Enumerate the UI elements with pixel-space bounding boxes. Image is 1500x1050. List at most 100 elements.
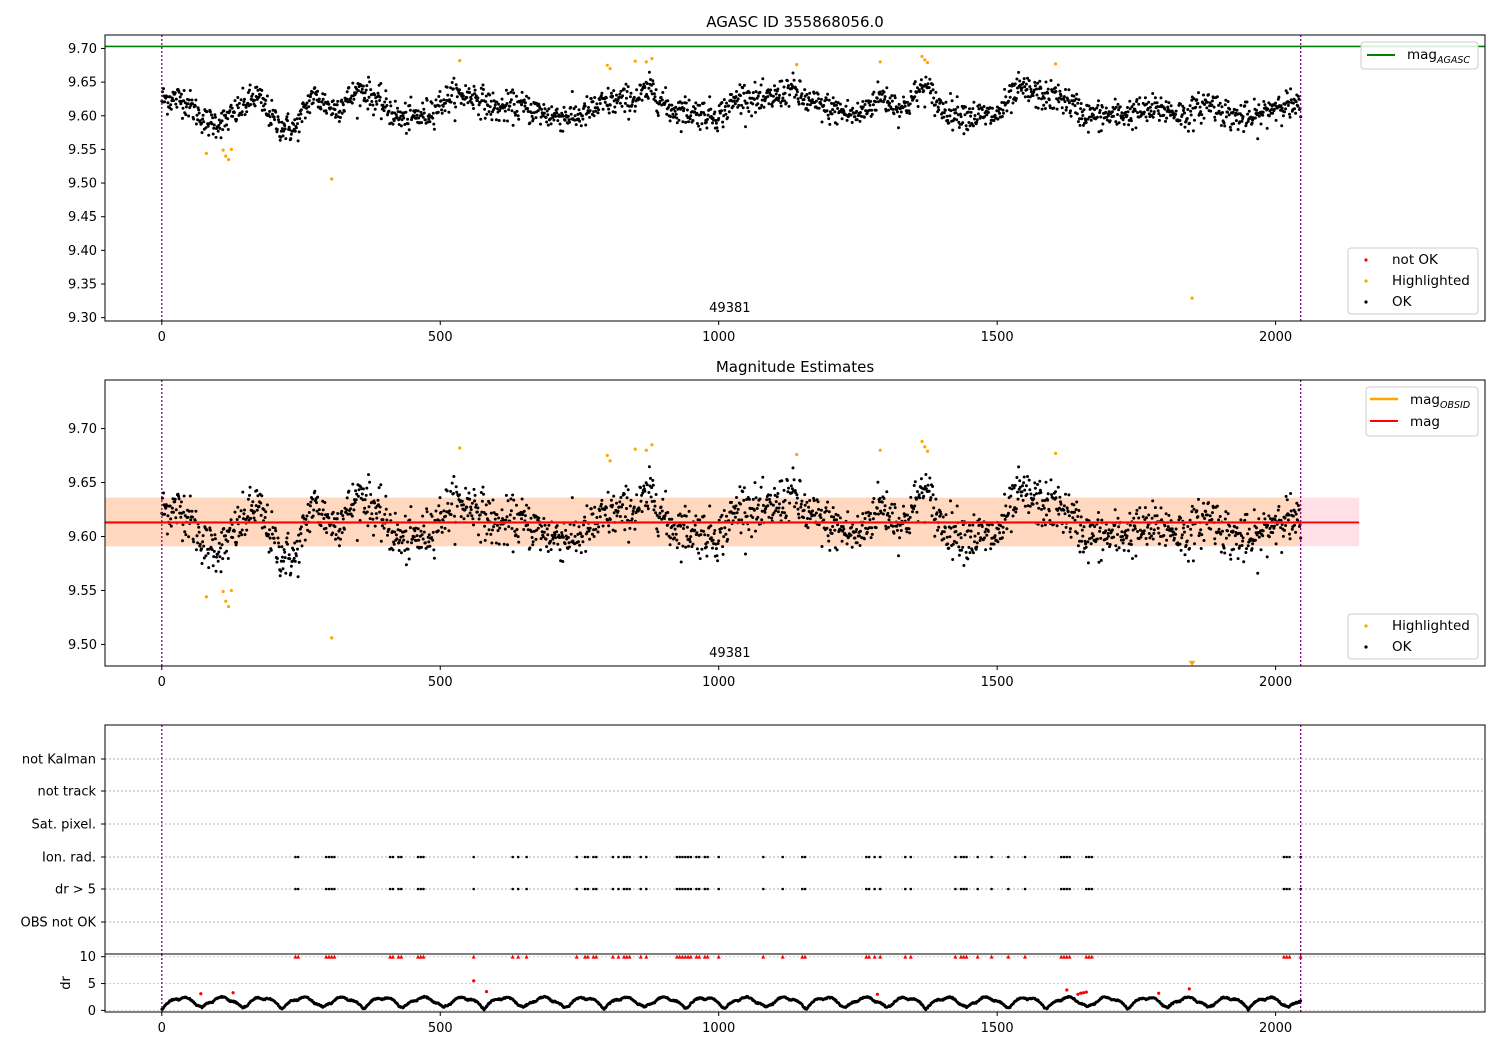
ok-point-60 (193, 104, 197, 108)
ok-point-1139 (796, 97, 800, 101)
ok-point-1659 (1086, 561, 1090, 565)
ok-point-2039 (1299, 536, 1303, 540)
ok-point-1382 (932, 506, 936, 510)
ok-point-10 (165, 112, 169, 116)
ok-point-1925 (1235, 526, 1239, 530)
ok-point-144 (240, 110, 244, 114)
ok-point-1388 (935, 511, 939, 515)
ok-point-1572 (1038, 479, 1042, 483)
ok-point-894 (659, 505, 663, 509)
ok-point-933 (681, 120, 685, 124)
ok-point-1449 (969, 529, 973, 533)
ok-point-1968 (1259, 548, 1263, 552)
ok-point-1914 (1229, 557, 1233, 561)
ok-point-533 (458, 88, 461, 92)
ok-point-457 (415, 534, 419, 538)
ok-point-1298 (885, 490, 889, 494)
ok-point-1002 (720, 527, 723, 530)
flag-mark-3-53 (965, 855, 968, 859)
highlighted-point-7 (605, 453, 609, 458)
ok-point-166 (253, 510, 256, 514)
ok-point-1157 (806, 526, 810, 530)
ok-point-37 (181, 539, 184, 543)
ok-point-742 (574, 549, 578, 553)
ok-point-488 (432, 127, 436, 131)
ok-point-1829 (1181, 109, 1185, 112)
ok-point-1842 (1189, 109, 1193, 113)
ok-point-1404 (944, 100, 948, 104)
ok-point-1788 (1159, 114, 1162, 118)
ok-point-259 (305, 106, 308, 110)
ok-point-772 (591, 100, 595, 104)
ok-point-1802 (1166, 525, 1170, 529)
ok-point-836 (627, 117, 631, 121)
ok-point-1463 (977, 107, 981, 111)
ok-point-546 (465, 96, 469, 99)
flag-mark-4-20 (592, 887, 595, 891)
ok-point-1931 (1238, 531, 1242, 535)
ok-point-809 (612, 89, 616, 93)
ok-point-582 (485, 112, 489, 116)
ok-point-1532 (1016, 490, 1019, 494)
ok-point-1440 (964, 550, 968, 554)
ok-point-479 (427, 533, 431, 537)
ok-point-373 (368, 517, 372, 521)
ok-point-1640 (1076, 515, 1080, 518)
ok-point-931 (680, 101, 684, 105)
ok-point-440 (406, 540, 410, 544)
ok-point-226 (286, 531, 290, 535)
ok-point-1085 (766, 95, 770, 99)
ok-point-1744 (1134, 126, 1138, 130)
ok-point-1011 (725, 101, 728, 105)
ok-point-1600 (1054, 490, 1057, 494)
ok-point-246 (297, 130, 301, 134)
ok-point-868 (645, 500, 649, 504)
ok-point-1104 (776, 98, 780, 102)
ok-point-242 (295, 117, 299, 121)
ok-point-1348 (913, 95, 917, 99)
ok-point-384 (374, 512, 378, 516)
ok-point-79 (204, 126, 208, 130)
ok-point-555 (470, 514, 474, 518)
ok-point-978 (706, 533, 710, 537)
ok-point-35 (179, 500, 183, 504)
ok-point-763 (586, 526, 590, 530)
ok-point-587 (488, 501, 492, 505)
ok-point-1275 (872, 497, 876, 500)
ok-point-155 (246, 497, 250, 501)
ok-point-130 (232, 529, 236, 533)
ok-point-889 (656, 534, 660, 538)
ok-point-1767 (1147, 513, 1151, 517)
ok-point-556 (470, 93, 474, 97)
ok-point-1275 (872, 90, 876, 94)
ok-point-1608 (1058, 495, 1062, 499)
ok-point-1972 (1261, 529, 1265, 533)
ok-point-1932 (1239, 518, 1243, 522)
ok-point-294 (324, 526, 328, 530)
ok-point-1375 (928, 476, 932, 480)
ok-point-1504 (1000, 101, 1004, 104)
flag-mark-4-13 (472, 887, 476, 891)
ok-point-1626 (1068, 530, 1072, 534)
ok-point-1827 (1180, 533, 1184, 537)
ok-point-1307 (890, 502, 894, 506)
ok-point-1646 (1079, 102, 1083, 105)
ok-point-571 (479, 117, 483, 121)
ok-point-1475 (984, 122, 988, 126)
ok-point-237 (292, 556, 296, 560)
ok-point-1909 (1226, 512, 1230, 516)
flag-mark-3-33 (686, 855, 690, 859)
flag-mark-3-43 (803, 855, 807, 859)
ok-point-1733 (1128, 99, 1132, 103)
ok-point-202 (273, 541, 277, 545)
ok-point-61 (194, 509, 198, 513)
ok-point-1786 (1157, 542, 1161, 546)
ok-point-1447 (968, 124, 972, 128)
ok-point-325 (341, 103, 345, 107)
ok-point-1865 (1202, 501, 1205, 505)
ok-point-1521 (1009, 530, 1013, 534)
ok-point-517 (449, 86, 453, 90)
ok-point-1165 (811, 509, 814, 513)
ok-point-994 (715, 126, 719, 130)
highlighted-point-12 (795, 452, 799, 457)
